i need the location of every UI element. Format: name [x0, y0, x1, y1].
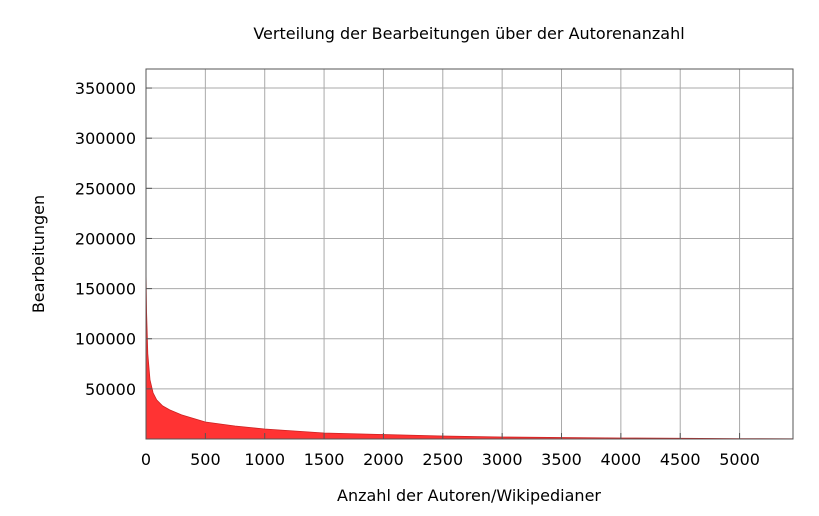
- x-tick-label: 5000: [719, 450, 760, 469]
- y-tick-label: 50000: [85, 380, 136, 399]
- x-tick-label: 1000: [244, 450, 285, 469]
- x-tick-label: 2000: [363, 450, 404, 469]
- grid: [146, 69, 793, 439]
- y-tick-label: 100000: [75, 330, 136, 349]
- y-tick-label: 200000: [75, 229, 136, 248]
- y-tick-label: 150000: [75, 280, 136, 299]
- x-tick-label: 3500: [541, 450, 582, 469]
- x-tick-label: 4500: [660, 450, 701, 469]
- ticks: 0 500 1000 1500 2000 2500 3000 3500 4000 4500 5000…: [75, 79, 760, 469]
- x-axis-label: Anzahl der Autoren/Wikipedianer: [337, 486, 601, 505]
- x-tick-label: 4000: [601, 450, 642, 469]
- y-tick-label: 350000: [75, 79, 136, 98]
- x-tick-label: 1500: [304, 450, 345, 469]
- chart-title: Verteilung der Bearbeitungen über der Au…: [253, 24, 684, 43]
- x-tick-label: 2500: [422, 450, 463, 469]
- data-area: [145, 268, 794, 440]
- x-tick-label: 500: [190, 450, 221, 469]
- y-tick-label: 250000: [75, 179, 136, 198]
- plot-frame: [145, 68, 794, 440]
- x-tick-label: 0: [141, 450, 151, 469]
- x-tick-label: 3000: [482, 450, 523, 469]
- y-tick-label: 300000: [75, 129, 136, 148]
- y-axis-label: Bearbeitungen: [29, 195, 48, 313]
